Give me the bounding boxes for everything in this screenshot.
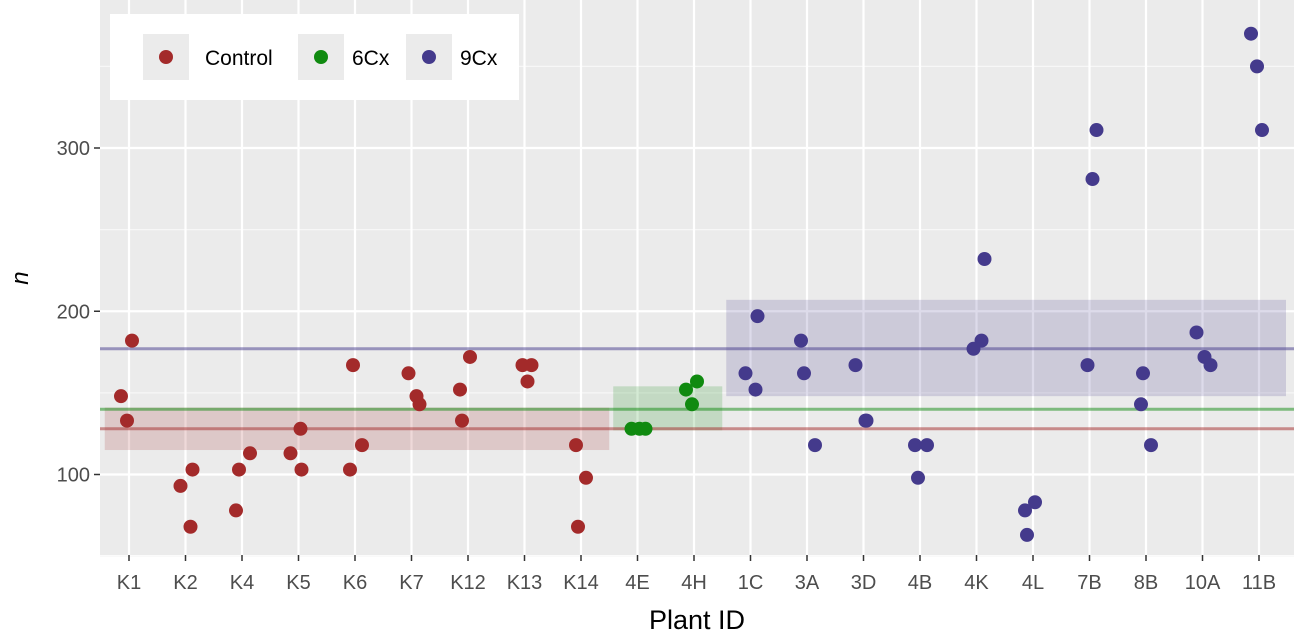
data-point (1255, 123, 1269, 138)
legend: Control 6Cx 9Cx (110, 14, 519, 100)
y-axis-title: n (7, 271, 34, 284)
data-point (183, 519, 198, 534)
data-point (1134, 397, 1148, 412)
x-tick-label: 7B (1077, 572, 1101, 594)
x-tick-label: 4E (625, 572, 649, 594)
data-point (1250, 59, 1264, 74)
legend-marker-9cx (422, 50, 436, 64)
data-point (920, 438, 934, 453)
data-point (520, 374, 535, 389)
y-tick-label: 300 (57, 138, 90, 160)
data-point (1089, 123, 1104, 138)
x-tick-label: 1C (738, 572, 764, 594)
data-point (412, 397, 427, 412)
data-point (343, 462, 357, 477)
data-point (294, 462, 309, 477)
data-point (455, 413, 469, 428)
x-tick-label: 11B (1242, 572, 1276, 594)
data-point (346, 358, 360, 373)
data-point (173, 478, 188, 493)
y-tick-label: 200 (57, 301, 90, 323)
data-point (797, 366, 811, 381)
x-tick-label: K13 (507, 572, 543, 594)
data-point (463, 349, 477, 364)
data-point (1189, 325, 1204, 340)
data-point (579, 470, 593, 485)
x-tick-label: 4L (1022, 572, 1044, 594)
data-point (229, 503, 243, 518)
data-point (1244, 26, 1258, 41)
data-point (848, 358, 863, 373)
data-point (679, 382, 693, 397)
legend-label-control: Control (205, 47, 273, 70)
data-point (125, 333, 139, 348)
data-point (355, 438, 369, 453)
x-tick-label: K1 (117, 572, 141, 594)
data-point (908, 438, 922, 453)
x-tick-label: K6 (343, 572, 367, 594)
legend-marker-control (159, 50, 173, 64)
x-tick-label: K14 (563, 572, 599, 594)
x-tick-label: K7 (399, 572, 423, 594)
legend-label-6cx: 6Cx (352, 47, 390, 70)
data-point (690, 374, 704, 389)
data-point (232, 462, 246, 477)
data-point (748, 382, 763, 397)
x-tick-label: 3A (795, 572, 820, 594)
data-point (1197, 349, 1212, 364)
data-point (293, 421, 308, 436)
data-point (1136, 366, 1150, 381)
x-tick-label: 4B (908, 572, 932, 594)
data-point (401, 366, 416, 381)
data-point (966, 341, 981, 356)
x-axis-title: Plant ID (649, 605, 745, 635)
y-axis-ticks: 100 200 300 (57, 138, 100, 487)
data-point (1018, 503, 1032, 518)
x-tick-label: 8B (1134, 572, 1158, 594)
data-point (114, 389, 128, 404)
data-point (1080, 358, 1095, 373)
data-point (1028, 495, 1042, 510)
data-point (453, 382, 467, 397)
legend-marker-6cx (314, 50, 328, 64)
x-tick-label: 10A (1185, 572, 1221, 594)
x-tick-label: K5 (286, 572, 310, 594)
x-tick-label: 4H (681, 572, 707, 594)
data-point (738, 366, 753, 381)
data-point (185, 462, 200, 477)
y-tick-label: 100 (57, 465, 90, 487)
data-point (243, 446, 257, 461)
data-point (1020, 527, 1034, 542)
x-tick-label: K4 (230, 572, 254, 594)
data-point (524, 358, 539, 373)
data-points (114, 26, 1269, 542)
data-point (685, 397, 699, 412)
data-point (283, 446, 298, 461)
data-point (571, 519, 585, 534)
x-axis-ticks: K1 K2 K4 K5 K6 K7 K12 K13 K14 4E 4H 1C 3A 3D 4B 4K 4L 7B 8… (117, 555, 1276, 594)
data-point (859, 413, 874, 428)
data-point (1144, 438, 1158, 453)
x-tick-label: 4K (964, 572, 989, 594)
x-tick-label: K2 (173, 572, 197, 594)
x-tick-label: K12 (450, 572, 486, 594)
data-point (1085, 172, 1100, 187)
data-point (911, 470, 925, 485)
data-point (569, 438, 583, 453)
data-point (794, 333, 808, 348)
x-tick-label: 3D (851, 572, 877, 594)
data-point (808, 438, 822, 453)
data-point (120, 413, 134, 428)
data-point (977, 252, 992, 267)
data-point (632, 421, 647, 436)
data-point (750, 309, 765, 324)
legend-label-9cx: 9Cx (460, 47, 498, 70)
